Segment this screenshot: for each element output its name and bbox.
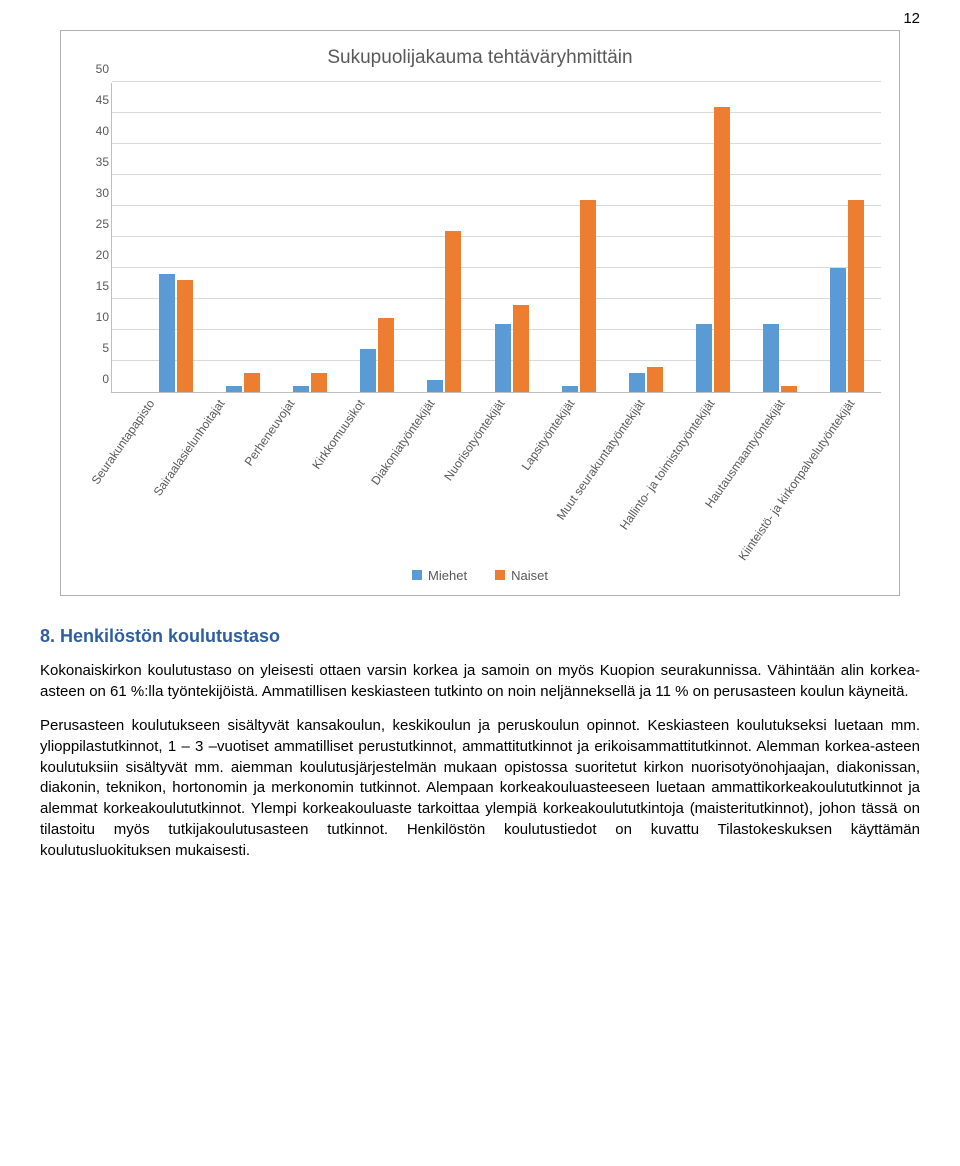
section-heading: 8. Henkilöstön koulutustaso bbox=[40, 626, 920, 647]
y-tick-label: 45 bbox=[81, 93, 109, 107]
legend-label: Miehet bbox=[428, 568, 467, 583]
bar bbox=[562, 386, 578, 392]
legend: Miehet Naiset bbox=[71, 567, 889, 585]
chart-container: Sukupuolijakauma tehtäväryhmittäin 0 5 10 1… bbox=[60, 30, 900, 596]
bar-group bbox=[478, 305, 545, 392]
y-tick-label: 30 bbox=[81, 186, 109, 200]
legend-item: Miehet bbox=[412, 568, 467, 583]
page: 12 Sukupuolijakauma tehtäväryhmittäin 0 5… bbox=[0, 0, 960, 901]
y-tick-label: 20 bbox=[81, 248, 109, 262]
bar bbox=[714, 107, 730, 392]
bar-group bbox=[747, 324, 814, 392]
bar bbox=[580, 200, 596, 392]
bar-group bbox=[209, 373, 276, 392]
legend-label: Naiset bbox=[511, 568, 548, 583]
legend-swatch bbox=[412, 570, 422, 580]
x-tick-label: Sairaalasielunhoitajat bbox=[181, 393, 251, 563]
bar bbox=[763, 324, 779, 392]
bar bbox=[226, 386, 242, 392]
bar-group bbox=[142, 274, 209, 392]
x-tick-label: Kiinteistö- ja kirkonpalvelutyöntekijät bbox=[811, 393, 881, 563]
bar-group bbox=[814, 200, 881, 392]
bar bbox=[244, 373, 260, 392]
paragraph: Kokonaiskirkon koulutustaso on yleisesti… bbox=[40, 661, 920, 702]
bar bbox=[647, 367, 663, 392]
bar-group bbox=[411, 231, 478, 392]
gridline bbox=[112, 81, 881, 82]
bar bbox=[495, 324, 511, 392]
y-tick-label: 40 bbox=[81, 124, 109, 138]
x-tick-label: Perheneuvojat bbox=[251, 393, 321, 563]
y-tick-label: 5 bbox=[81, 341, 109, 355]
bar bbox=[781, 386, 797, 392]
bar bbox=[696, 324, 712, 392]
bar bbox=[177, 280, 193, 392]
bar-group bbox=[344, 318, 411, 392]
bar bbox=[293, 386, 309, 392]
legend-item: Naiset bbox=[495, 568, 548, 583]
y-tick-label: 0 bbox=[81, 372, 109, 386]
x-axis-labels: SeurakuntapapistoSairaalasielunhoitajatP… bbox=[111, 393, 881, 563]
bar bbox=[830, 268, 846, 392]
x-tick-label: Nuorisotyöntekijät bbox=[461, 393, 531, 563]
y-tick-label: 35 bbox=[81, 155, 109, 169]
y-tick-label: 50 bbox=[81, 62, 109, 76]
paragraph: Perusasteen koulutukseen sisältyvät kans… bbox=[40, 716, 920, 861]
bar-group bbox=[612, 367, 679, 392]
y-tick-label: 25 bbox=[81, 217, 109, 231]
bar bbox=[378, 318, 394, 392]
bar bbox=[629, 373, 645, 392]
bar bbox=[360, 349, 376, 392]
section-paragraph: Kokonaiskirkon koulutustaso on yleisesti… bbox=[40, 661, 920, 861]
bar-group bbox=[680, 107, 747, 392]
bar bbox=[848, 200, 864, 392]
bar bbox=[159, 274, 175, 392]
bar-group bbox=[276, 373, 343, 392]
bar bbox=[427, 380, 443, 392]
page-number: 12 bbox=[903, 10, 920, 27]
y-tick-label: 10 bbox=[81, 310, 109, 324]
y-tick-label: 15 bbox=[81, 279, 109, 293]
legend-swatch bbox=[495, 570, 505, 580]
bar bbox=[513, 305, 529, 392]
bar bbox=[311, 373, 327, 392]
bar bbox=[445, 231, 461, 392]
bar-group bbox=[545, 200, 612, 392]
chart-title: Sukupuolijakauma tehtäväryhmittäin bbox=[71, 47, 889, 69]
plot-area: 05101520253035404550 bbox=[81, 83, 881, 393]
